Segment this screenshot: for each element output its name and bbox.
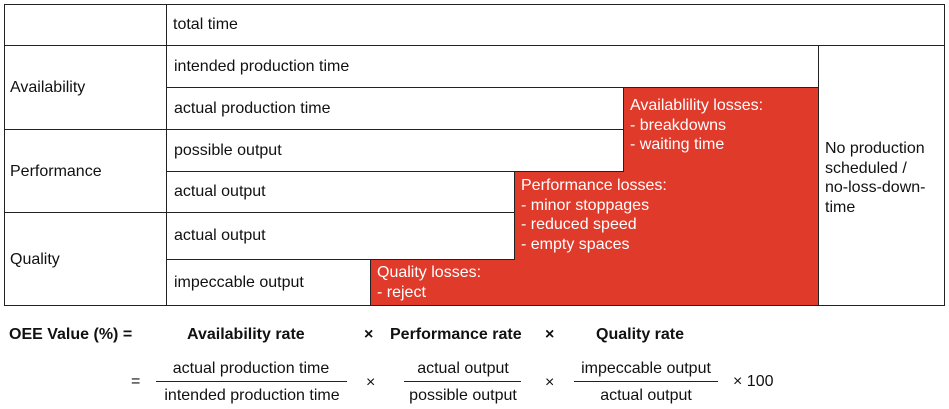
no-production-line: no-loss-down- [825,179,926,196]
category-quality: Quality [10,251,60,268]
divider-availability-performance [4,129,167,130]
no-production-line: time [825,198,856,216]
times-100: × 100 [733,373,774,390]
row-label: actual output [174,227,266,244]
fraction-3-numerator: impeccable output [581,360,711,377]
fraction-3-bar [574,381,718,382]
quality-rate-label: Quality rate [596,326,685,343]
row-label: actual output [174,183,266,200]
total-time-label: total time [173,16,238,33]
fraction-1-denominator: intended production time [164,387,340,404]
no-production-line: No production [825,140,925,157]
row-intended-production-time: intended production time [166,45,819,88]
fraction-3-denominator: actual output [600,387,692,404]
row-actual-output-quality: actual output [166,212,515,260]
times-sign: × [364,326,374,343]
row-label: intended production time [174,57,350,75]
quality-losses-block: Quality losses: - reject [370,259,515,306]
category-availability: Availability [10,79,86,96]
availability-rate-label: Availability rate [187,326,305,343]
row-label: impeccable output [174,273,304,291]
oee-value-label: OEE Value (%) = [9,326,133,343]
row-actual-output: actual output [166,171,515,213]
fraction-2-bar [404,381,521,382]
divider-performance-quality [4,212,167,213]
quality-loss-item: - reject [377,283,426,301]
performance-loss-item: - empty spaces [521,235,630,253]
performance-losses-title: Performance losses: [521,177,667,194]
performance-loss-item: - minor stoppages [521,196,650,214]
performance-loss-item: - reduced speed [521,216,637,233]
availability-losses-block: Availablility losses: - breakdowns - wai… [623,87,819,306]
fraction-1-bar [156,381,347,382]
fraction-1-numerator: actual production time [172,360,330,377]
performance-losses-block: Performance losses: - minor stoppages - … [514,171,667,306]
fraction-2-numerator: actual output [417,360,509,377]
row-impeccable-output: impeccable output [166,259,371,306]
row-label: possible output [174,141,282,159]
no-production-line: scheduled / [825,159,907,177]
equals-sign: = [131,373,141,390]
row-label: actual production time [174,99,331,117]
availability-loss-item: - waiting time [630,136,725,153]
times-sign: × [545,374,555,391]
no-production-note: No production scheduled / no-loss-down- … [825,139,925,217]
performance-rate-label: Performance rate [390,326,522,343]
category-performance: Performance [10,163,102,180]
availability-losses-title: Availablility losses: [630,97,764,114]
times-sign: × [366,374,376,391]
quality-losses-title: Quality losses: [377,264,482,281]
row-actual-production-time: actual production time [166,87,624,130]
availability-loss-item: - breakdowns [630,116,727,134]
times-sign: × [545,326,555,343]
row-possible-output: possible output [166,129,624,172]
fraction-2-denominator: possible output [409,387,517,404]
